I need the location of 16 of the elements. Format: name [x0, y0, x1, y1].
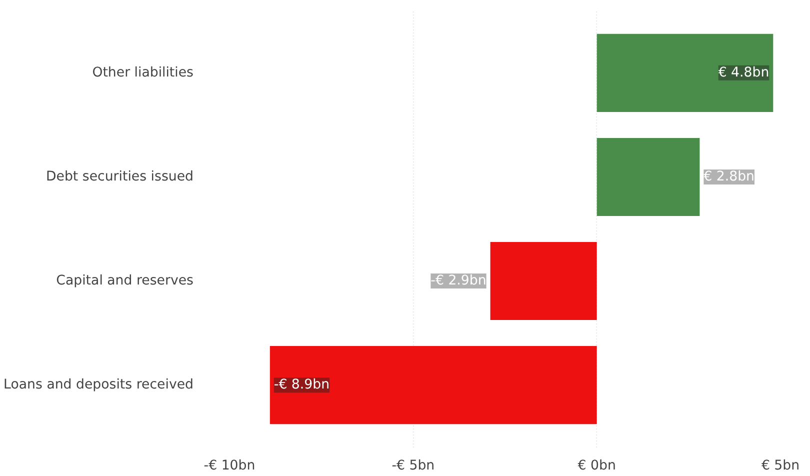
- bar: [596, 138, 700, 216]
- x-tick-label: -€ 5bn: [392, 458, 435, 474]
- y-tick-label: Other liabilities: [92, 65, 194, 80]
- data-label: € 2.8bn: [704, 169, 755, 184]
- x-tick-label: -€ 10bn: [204, 458, 256, 474]
- data-label: -€ 8.9bn: [274, 378, 330, 393]
- data-label: -€ 2.9bn: [430, 274, 486, 289]
- bar: [270, 346, 597, 424]
- data-label: € 4.8bn: [718, 65, 770, 80]
- bar: [596, 34, 774, 112]
- x-tick-label: € 5bn: [761, 458, 800, 474]
- y-tick-label: Capital and reserves: [56, 274, 194, 289]
- x-tick-label: € 0bn: [578, 458, 616, 474]
- bar: [490, 242, 597, 320]
- y-tick-label: Loans and deposits received: [4, 378, 194, 393]
- y-tick-label: Debt securities issued: [46, 169, 194, 184]
